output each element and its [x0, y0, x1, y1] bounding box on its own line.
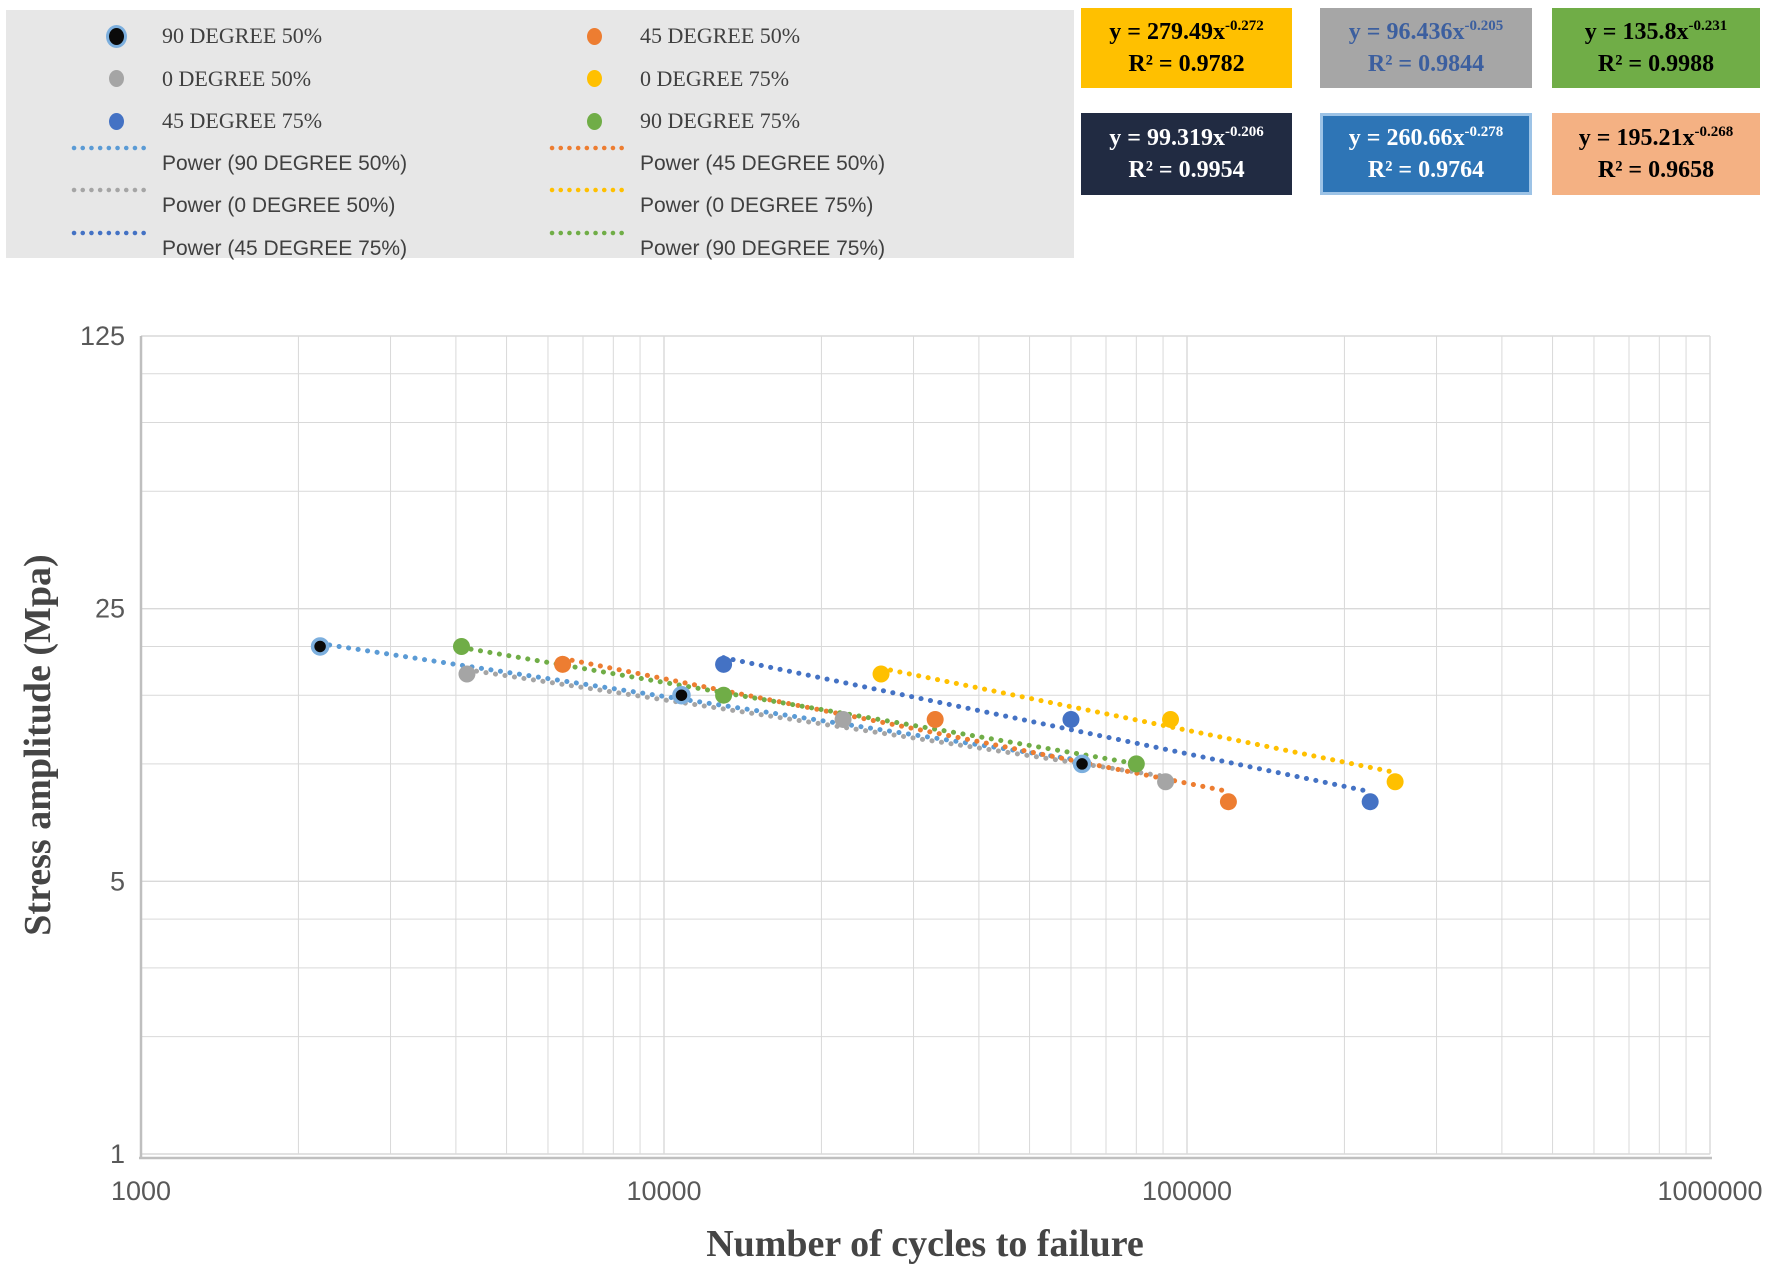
legend-dotted-line-icon: [549, 145, 633, 150]
trendline-equation-45-degree-50: y = 195.21x-0.268 R² = 0.9658: [1552, 113, 1760, 195]
trendline-equation-45-degree-75: y = 260.66x-0.278 R² = 0.9764: [1320, 113, 1532, 195]
legend-item-power-45-degree-50: Power (45 DEGREE 50%): [548, 143, 1018, 185]
equation-text: y = 195.21x-0.268: [1578, 123, 1734, 151]
legend-dotted-line-icon: [71, 187, 155, 193]
legend-row: Power (90 DEGREE 50%) Power (45 DEGREE 50…: [6, 143, 1074, 185]
data-point-0-degree-75: [1386, 773, 1404, 791]
legend-label: 45 DEGREE 50%: [640, 23, 801, 48]
equation-text: y = 135.8x-0.231: [1584, 17, 1728, 45]
legend-dotted-line-icon: [549, 230, 633, 235]
data-point-45-degree-75: [715, 655, 733, 673]
legend-row: 0 DEGREE 50% 0 DEGREE 75%: [6, 58, 1074, 100]
legend-marker-icon: [586, 27, 602, 45]
y-tick-label: 5: [110, 866, 125, 896]
legend-item-45-degree-50: 45 DEGREE 50%: [548, 15, 1018, 57]
legend-row: Power (45 DEGREE 75%) Power (90 DEGREE 75…: [6, 228, 1074, 270]
trendline-equation-90-degree-50: y = 99.319x-0.206 R² = 0.9954: [1081, 113, 1292, 195]
legend-marker-icon: [108, 27, 124, 45]
data-point-90-degree-75: [452, 637, 470, 655]
legend-dotted-line-icon: [71, 230, 155, 235]
legend-marker-icon: [108, 70, 124, 87]
data-point-0-degree-50: [834, 710, 852, 728]
legend-label: Power (0 DEGREE 75%): [640, 194, 874, 217]
data-point-90-degree-50: [672, 685, 691, 705]
legend-marker-icon: [108, 112, 124, 130]
trendline-90-degree-75: [458, 645, 1139, 767]
legend-label: 0 DEGREE 50%: [162, 65, 312, 91]
legend-item-power-90-degree-50: Power (90 DEGREE 50%): [70, 143, 540, 185]
y-tick-label: 25: [95, 594, 125, 624]
trendline-45-degree-75: [721, 655, 1373, 795]
legend-label: 45 DEGREE 75%: [162, 108, 323, 133]
legend-item-90-degree-75: 90 DEGREE 75%: [548, 100, 1018, 142]
r-squared-text: R² = 0.9764: [1367, 157, 1485, 183]
legend-dotted-line-icon: [71, 145, 155, 150]
trendline-0-degree-50: [464, 667, 1169, 780]
x-tick-label: 10000: [626, 1176, 701, 1206]
equation-text: y = 279.49x-0.272: [1109, 17, 1264, 45]
legend-label: 90 DEGREE 75%: [640, 108, 801, 133]
legend-item-0-degree-50: 0 DEGREE 50%: [70, 58, 540, 100]
data-point-45-degree-50: [926, 710, 944, 728]
data-point-45-degree-50: [554, 655, 572, 673]
legend-row: Power (0 DEGREE 50%) Power (0 DEGREE 75%): [6, 185, 1074, 227]
x-tick-label: 100000: [1142, 1176, 1232, 1206]
trendline-equation-0-degree-75: y = 279.49x-0.272 R² = 0.9782: [1081, 8, 1292, 88]
legend-row: 45 DEGREE 75% 90 DEGREE 75%: [6, 100, 1074, 142]
data-point-45-degree-75: [1062, 710, 1080, 728]
r-squared-text: R² = 0.9782: [1128, 51, 1245, 77]
equation-text: y = 260.66x-0.278: [1348, 123, 1504, 151]
data-point-45-degree-75: [1361, 793, 1379, 811]
legend-item-power-90-degree-75: Power (90 DEGREE 75%): [548, 228, 1018, 270]
x-axis-title: Number of cycles to failure: [706, 1223, 1144, 1265]
legend-item-0-degree-75: 0 DEGREE 75%: [548, 58, 1018, 100]
legend-item-power-45-degree-75: Power (45 DEGREE 75%): [70, 228, 540, 270]
legend-label: 90 DEGREE 50%: [162, 23, 323, 48]
x-tick-label: 1000: [111, 1176, 171, 1206]
legend-label: 0 DEGREE 75%: [640, 65, 790, 91]
data-point-45-degree-50: [1219, 793, 1237, 811]
legend-label: Power (90 DEGREE 75%): [640, 236, 886, 260]
data-point-90-degree-50: [1072, 754, 1092, 774]
y-tick-label: 125: [80, 321, 125, 351]
legend-dotted-line-icon: [549, 187, 633, 193]
trendline-45-degree-50: [560, 655, 1231, 794]
legend-label: Power (45 DEGREE 75%): [162, 236, 408, 260]
r-squared-text: R² = 0.9844: [1367, 51, 1485, 77]
data-point-0-degree-50: [1157, 773, 1175, 791]
chart-legend: 90 DEGREE 50% 45 DEGREE 50% 0 DEGREE 50% 0 …: [6, 10, 1074, 260]
r-squared-text: R² = 0.9988: [1597, 51, 1715, 77]
legend-label: Power (0 DEGREE 50%): [162, 194, 396, 217]
r-squared-text: R² = 0.9954: [1128, 157, 1245, 183]
data-point-90-degree-75: [1127, 755, 1145, 773]
r-squared-text: R² = 0.9658: [1597, 157, 1715, 183]
legend-marker-icon: [586, 70, 602, 87]
legend-item-power-0-degree-75: Power (0 DEGREE 75%): [548, 185, 1018, 227]
legend-label: Power (90 DEGREE 50%): [162, 151, 408, 175]
legend-item-45-degree-75: 45 DEGREE 75%: [70, 100, 540, 142]
y-axis-title: Stress amplitude (Mpa): [17, 554, 59, 936]
x-tick-label: 1000000: [1657, 1176, 1762, 1206]
trendline-0-degree-75: [878, 665, 1398, 775]
trendline-90-degree-50: [317, 641, 1085, 764]
legend-row: 90 DEGREE 50% 45 DEGREE 50%: [6, 15, 1074, 57]
legend-marker-icon: [586, 112, 602, 130]
data-point-0-degree-75: [1162, 710, 1180, 728]
data-point-0-degree-75: [872, 665, 890, 683]
data-point-90-degree-50: [310, 637, 330, 656]
equation-text: y = 99.319x-0.206: [1109, 123, 1264, 151]
equation-text: y = 96.436x-0.205: [1348, 17, 1504, 45]
data-point-0-degree-50: [458, 665, 476, 683]
y-tick-label: 1: [110, 1139, 125, 1169]
legend-label: Power (45 DEGREE 50%): [640, 151, 886, 175]
data-point-90-degree-75: [715, 686, 733, 704]
legend-item-power-0-degree-50: Power (0 DEGREE 50%): [70, 185, 540, 227]
legend-item-90-degree-50: 90 DEGREE 50%: [70, 15, 540, 57]
trendline-equation-90-degree-75: y = 135.8x-0.231 R² = 0.9988: [1552, 8, 1760, 88]
trendline-equation-0-degree-50: y = 96.436x-0.205 R² = 0.9844: [1320, 8, 1532, 88]
